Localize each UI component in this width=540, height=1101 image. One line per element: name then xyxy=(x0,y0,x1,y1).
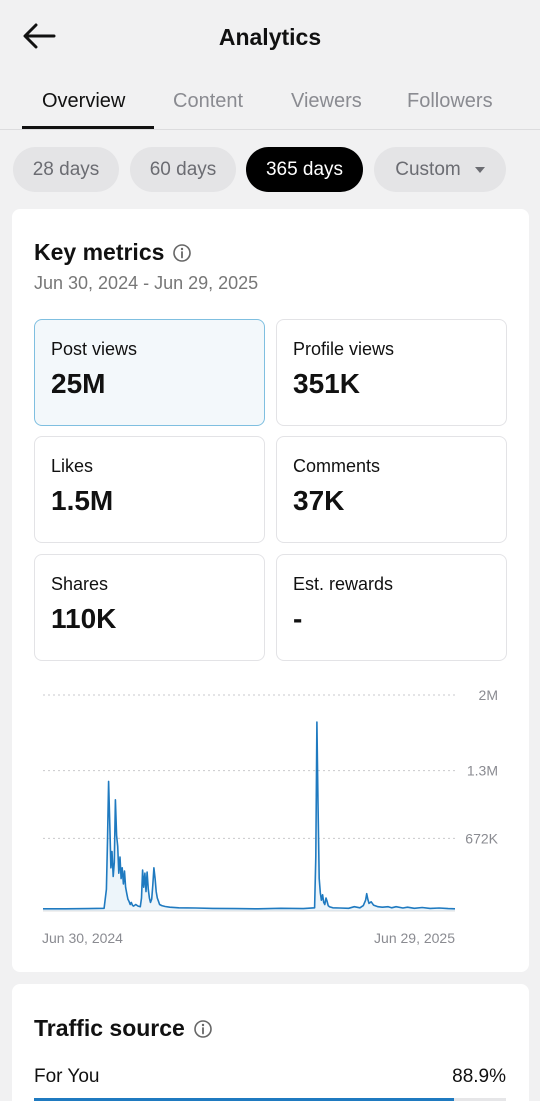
metric-tile-shares[interactable]: Shares 110K xyxy=(34,554,265,661)
metric-value: 37K xyxy=(293,485,345,516)
metric-label: Post views xyxy=(51,339,138,359)
series-area xyxy=(43,722,455,911)
date-range-label: Jun 30, 2024 - Jun 29, 2025 xyxy=(34,273,259,293)
traffic-source-percent: 88.9% xyxy=(452,1066,506,1087)
range-chip-label: 28 days xyxy=(32,158,100,180)
page-title: Analytics xyxy=(218,24,322,50)
key-metrics-title: Key metrics xyxy=(34,239,165,265)
header-bar: Analytics xyxy=(0,0,540,76)
info-icon[interactable] xyxy=(172,243,192,263)
tab-followers[interactable]: Followers xyxy=(407,90,493,112)
x-tick-label: Jun 30, 2024 xyxy=(42,930,123,946)
metric-value: 351K xyxy=(293,368,360,399)
metric-tile-profile-views[interactable]: Profile views 351K xyxy=(276,319,507,426)
tab-bar: Overview Content Viewers Followers xyxy=(0,76,540,130)
range-chip-label: 365 days xyxy=(265,158,344,180)
date-range-selector: 28 days 60 days 365 days Custom xyxy=(0,147,540,193)
traffic-source-title: Traffic source xyxy=(34,1015,185,1041)
metric-tile-est-rewards[interactable]: Est. rewards - xyxy=(276,554,507,661)
metric-label: Est. rewards xyxy=(293,574,394,594)
y-tick-label: 672K xyxy=(465,830,498,846)
range-chip-365-days[interactable]: 365 days xyxy=(246,147,363,192)
metric-tile-post-views[interactable]: Post views 25M xyxy=(34,319,265,426)
tab-content[interactable]: Content xyxy=(173,90,244,112)
line-chart: 2M 1.3M 672K Jun 30, 2024 Jun 29, 2025 xyxy=(42,687,499,946)
post-views-chart: 2M 1.3M 672K Jun 30, 2024 Jun 29, 2025 xyxy=(12,679,529,979)
tab-viewers[interactable]: Viewers xyxy=(291,90,362,112)
key-metrics-card: Key metrics Jun 30, 2024 - Jun 29, 2025 … xyxy=(12,209,529,972)
metric-value: 25M xyxy=(51,368,106,399)
tab-overview[interactable]: Overview xyxy=(42,90,126,112)
caret-down-icon xyxy=(474,166,485,173)
back-button[interactable] xyxy=(18,18,60,58)
metric-value: 110K xyxy=(51,603,117,634)
metric-label: Profile views xyxy=(293,339,395,359)
arrow-left-icon xyxy=(22,23,56,54)
x-tick-label: Jun 29, 2025 xyxy=(374,930,455,946)
traffic-source-label: For You xyxy=(34,1066,100,1087)
y-tick-label: 1.3M xyxy=(467,763,498,779)
metric-label: Shares xyxy=(51,574,109,594)
range-chip-label: Custom xyxy=(395,158,461,180)
key-metrics-heading: Key metrics xyxy=(34,239,192,266)
range-chip-label: 60 days xyxy=(149,158,217,180)
traffic-source-card: Traffic source For You 88.9% xyxy=(12,984,529,1101)
series-line-post-views xyxy=(43,721,456,910)
y-tick-label: 2M xyxy=(479,687,498,703)
range-chip-28-days[interactable]: 28 days xyxy=(13,147,119,192)
range-chip-60-days[interactable]: 60 days xyxy=(130,147,236,192)
active-tab-indicator xyxy=(22,126,154,129)
info-icon[interactable] xyxy=(193,1019,213,1039)
metric-label: Comments xyxy=(293,456,381,476)
traffic-source-bar-fill xyxy=(34,1098,454,1101)
metric-value: - xyxy=(293,603,303,634)
metric-tile-comments[interactable]: Comments 37K xyxy=(276,436,507,543)
traffic-source-heading: Traffic source xyxy=(34,1015,213,1042)
traffic-source-bar-track xyxy=(34,1098,506,1101)
metric-value: 1.5M xyxy=(51,485,114,516)
metric-label: Likes xyxy=(51,456,94,476)
metric-tile-likes[interactable]: Likes 1.5M xyxy=(34,436,265,543)
range-chip-custom[interactable]: Custom xyxy=(374,147,506,192)
